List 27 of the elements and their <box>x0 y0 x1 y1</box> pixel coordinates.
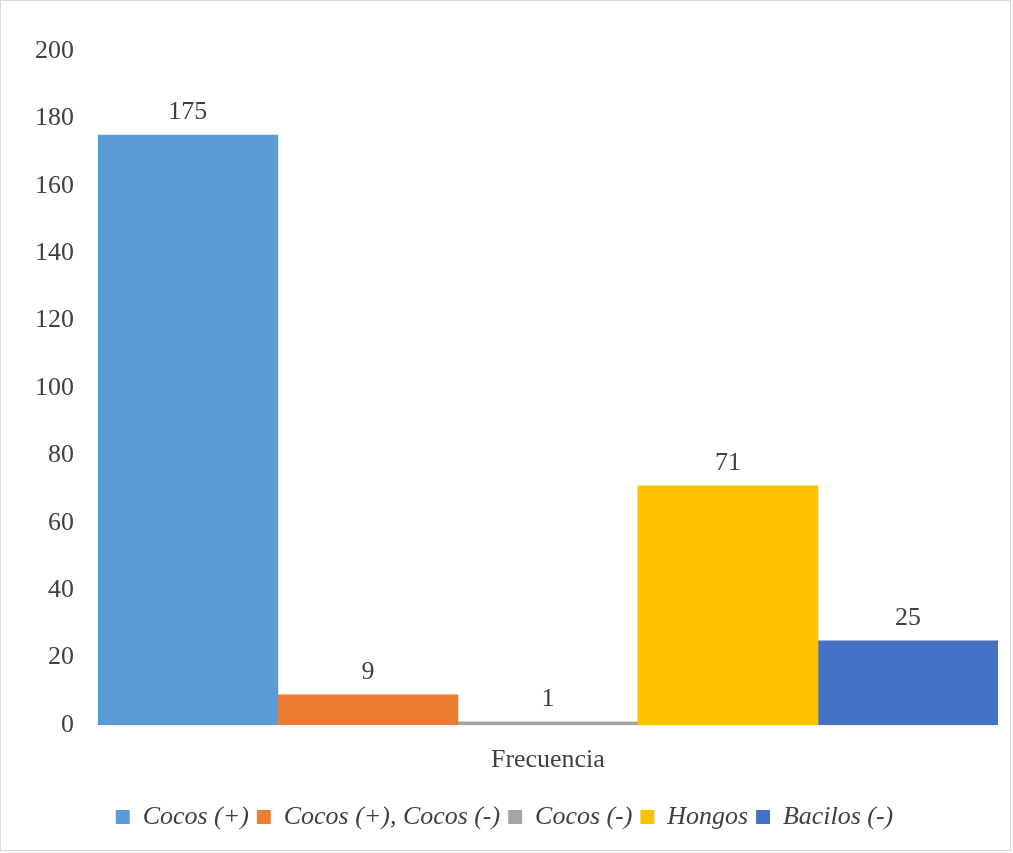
bar <box>457 721 639 726</box>
bar <box>97 134 279 726</box>
y-tick-label: 0 <box>60 708 74 738</box>
bar <box>637 485 819 726</box>
y-tick-label: 40 <box>47 574 74 604</box>
data-label: 175 <box>168 96 208 126</box>
y-tick-label: 180 <box>34 102 74 132</box>
legend-label: Cocos (-) <box>535 800 633 830</box>
y-tick-label: 200 <box>34 34 74 64</box>
data-label: 25 <box>895 601 921 631</box>
y-tick-label: 140 <box>34 236 74 266</box>
y-tick-label: 20 <box>47 641 74 671</box>
y-tick-label: 60 <box>47 506 74 536</box>
y-tick-label: 120 <box>34 304 74 334</box>
legend-label: Cocos (+) <box>142 800 249 830</box>
x-tick-label: Frecuencia <box>491 744 606 774</box>
data-label: 1 <box>541 682 555 712</box>
legend-label: Bacilos (-) <box>783 800 894 830</box>
bar <box>817 640 999 726</box>
bar <box>277 694 459 726</box>
y-tick-label: 160 <box>34 169 74 199</box>
legend-label: Cocos (+), Cocos (-) <box>283 800 501 830</box>
y-tick-label: 100 <box>34 371 74 401</box>
data-label: 71 <box>714 446 741 476</box>
legend-label: Hongos <box>666 800 749 830</box>
data-label: 9 <box>361 655 375 685</box>
y-tick-label: 80 <box>47 439 74 469</box>
